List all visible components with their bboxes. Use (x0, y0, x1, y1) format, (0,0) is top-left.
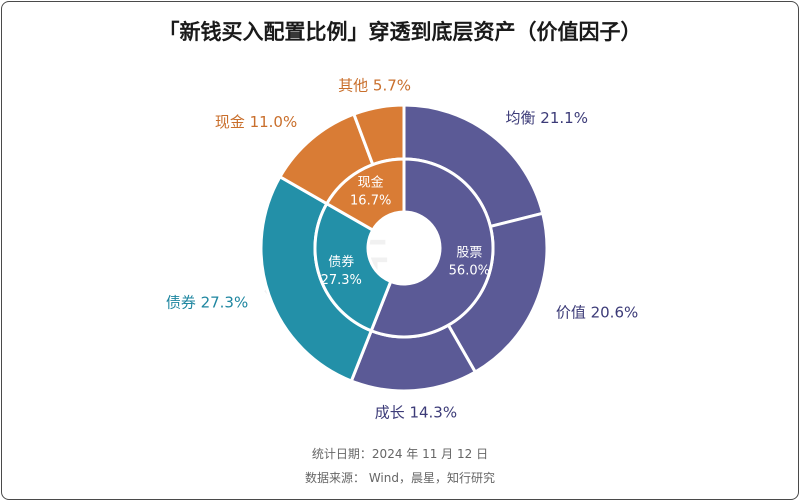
inner-ring (313, 157, 495, 339)
inner-labels: 股票 56.0% 债券 27.3% 现金 16.7% (321, 174, 490, 287)
outer-label-5: 其他 5.7% (338, 77, 411, 95)
inner-label-2: 现金 16.7% (350, 174, 391, 208)
donut-chart: 知行 均衡 21.1%价值 20.6%成长 14.3%债券 27.3%现金 11… (166, 77, 638, 422)
footer-date: 统计日期：2024 年 11 月 12 日 (311, 447, 489, 461)
inner-label-0: 股票 56.0% (449, 245, 490, 278)
outer-labels: 均衡 21.1% 价值 20.6% 成长 14.3% 债券 27.3% 现金 11.0%… (166, 77, 638, 422)
inner-label-1: 债券 27.3% (321, 254, 362, 288)
footer-source: 数据来源： Wind，晨星，知行研究 (305, 471, 495, 485)
inner-slice-0 (369, 157, 495, 339)
outer-label-0: 均衡 21.1% (506, 109, 588, 127)
outer-label-3: 债券 27.3% (166, 293, 248, 311)
inner-slice-2 (324, 157, 406, 233)
outer-ring (259, 103, 549, 393)
outer-label-4: 现金 11.0% (215, 113, 297, 131)
outer-label-2: 成长 14.3% (375, 404, 457, 422)
outer-label-1: 价值 20.6% (556, 304, 638, 322)
chart-title: 「新钱买入配置比例」穿透到底层资产（价值因子） (158, 20, 642, 44)
inner-slice-1 (313, 201, 393, 333)
